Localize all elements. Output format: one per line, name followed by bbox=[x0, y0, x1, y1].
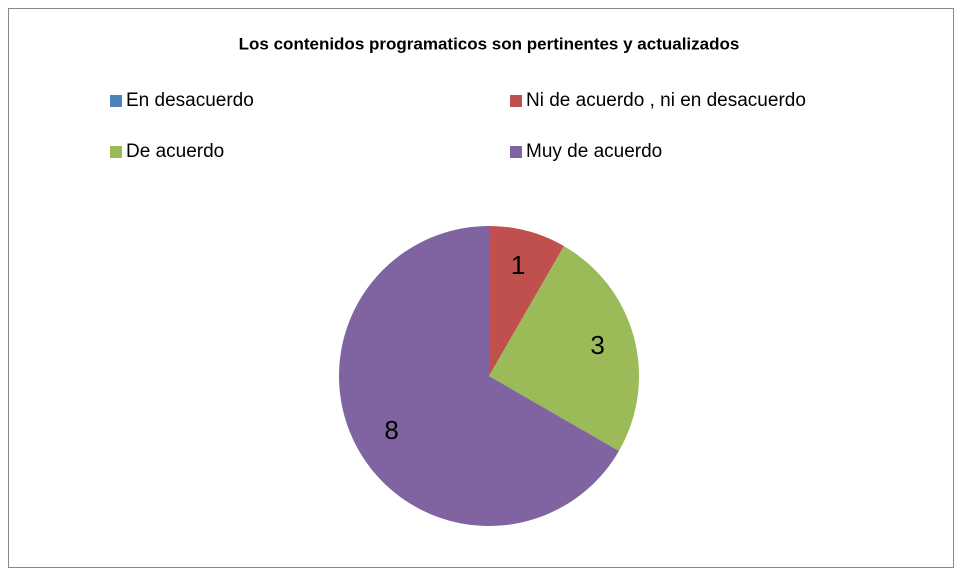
legend-swatch bbox=[510, 146, 522, 158]
legend-label: Ni de acuerdo , ni en desacuerdo bbox=[526, 90, 806, 111]
data-label: 8 bbox=[384, 415, 398, 445]
legend-swatch bbox=[110, 95, 122, 107]
legend-label: De acuerdo bbox=[126, 141, 224, 162]
legend-swatch bbox=[110, 146, 122, 158]
pie-slice bbox=[489, 246, 639, 451]
data-label: 3 bbox=[590, 330, 604, 360]
legend-swatch bbox=[510, 95, 522, 107]
data-label: 1 bbox=[511, 250, 525, 280]
chart-title: Los contenidos programaticos son pertine… bbox=[239, 34, 740, 53]
legend-label: En desacuerdo bbox=[126, 90, 254, 111]
pie-slice bbox=[489, 226, 564, 376]
legend-label: Muy de acuerdo bbox=[526, 141, 662, 162]
pie-slice bbox=[339, 226, 619, 526]
